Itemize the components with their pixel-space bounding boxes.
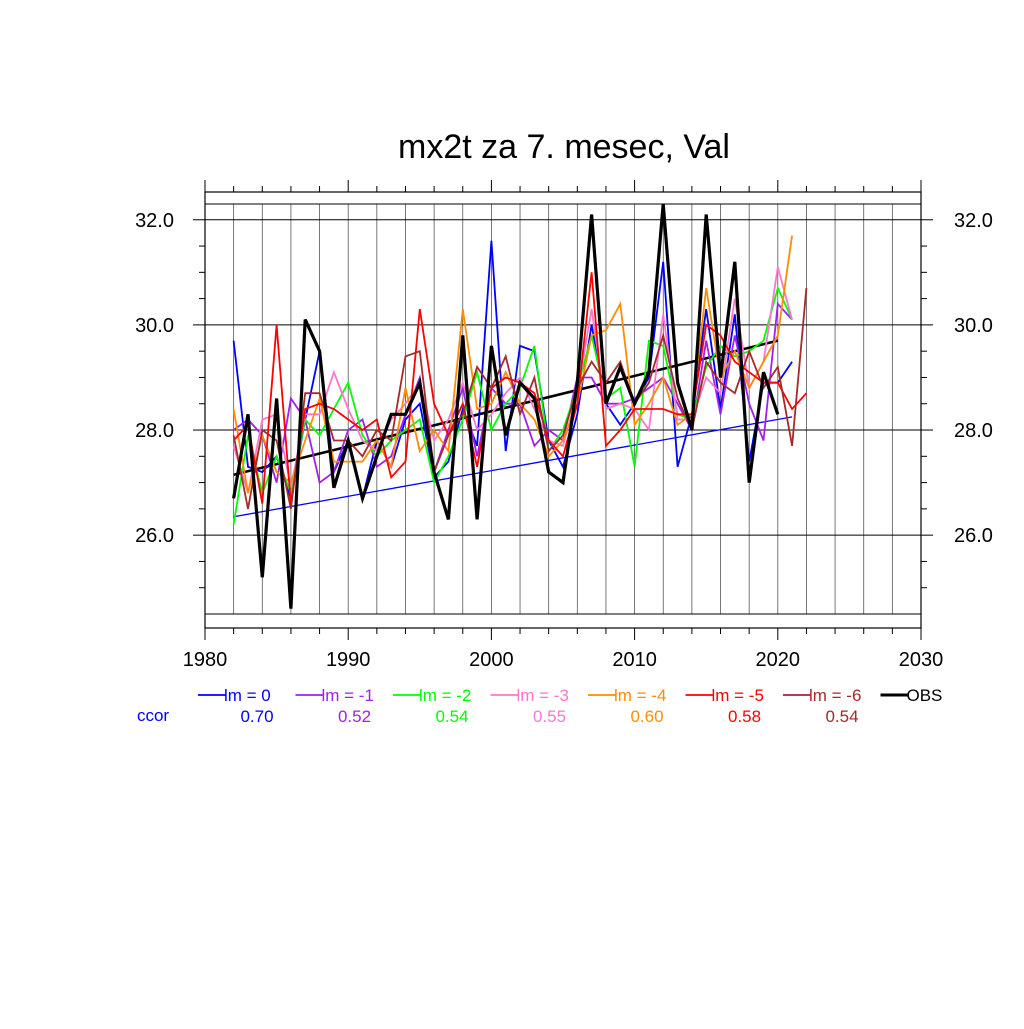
- ccor-value-3: 0.55: [533, 707, 566, 726]
- y-tick-label: 32.0: [135, 210, 174, 232]
- y-tick-label: 30.0: [135, 315, 174, 337]
- plot-frame: [204, 191, 922, 629]
- legend-label-0: lm = 0: [224, 686, 271, 705]
- trend-line-0: [233, 416, 793, 518]
- y-tick-label-right: 28.0: [954, 420, 993, 442]
- x-tick-label: 2010: [612, 649, 657, 671]
- x-tick-label: 1990: [326, 649, 371, 671]
- ccor-value-5: 0.58: [728, 707, 761, 726]
- series-line-7: [232, 203, 780, 609]
- grid-layer: [205, 203, 921, 615]
- ccor-label: ccor: [137, 706, 169, 725]
- ccor-value-0: 0.70: [240, 707, 273, 726]
- x-tick-label: 2020: [756, 649, 801, 671]
- ccor-value-6: 0.54: [825, 707, 858, 726]
- y-tick-label: 26.0: [135, 525, 174, 547]
- trend-layer: [233, 339, 793, 518]
- trend-line-1: [233, 339, 779, 476]
- ccor-value-1: 0.52: [338, 707, 371, 726]
- y-tick-label-right: 30.0: [954, 315, 993, 337]
- legend-label-4: lm = -4: [614, 686, 666, 705]
- x-tick-label: 2030: [899, 649, 944, 671]
- y-tick-label-right: 32.0: [954, 210, 993, 232]
- ccor-value-4: 0.60: [630, 707, 663, 726]
- x-tick-label: 1980: [183, 649, 228, 671]
- legend-label-5: lm = -5: [712, 686, 764, 705]
- y-tick-label: 28.0: [135, 420, 174, 442]
- legend-label-2: lm = -2: [419, 686, 471, 705]
- ccor-value-2: 0.54: [435, 707, 468, 726]
- legend-label-1: lm = -1: [322, 686, 374, 705]
- tick-layer: 1980 1990 2000 2010 2020 2030 26.0 26.0 28.0 28.0…: [135, 180, 993, 671]
- legend-label-7: OBS: [907, 686, 943, 705]
- legend: lm = 0 0.70 lm = -1 0.52 lm = -2 0.54 lm = -3 0…: [137, 686, 942, 726]
- legend-label-6: lm = -6: [809, 686, 861, 705]
- series-line-6: [232, 288, 808, 510]
- chart-title: mx2t za 7. mesec, Val: [398, 128, 730, 166]
- series-layer: [232, 203, 808, 609]
- frame-layer: [204, 191, 922, 629]
- x-tick-label: 2000: [469, 649, 514, 671]
- legend-label-3: lm = -3: [517, 686, 569, 705]
- y-tick-label-right: 26.0: [954, 525, 993, 547]
